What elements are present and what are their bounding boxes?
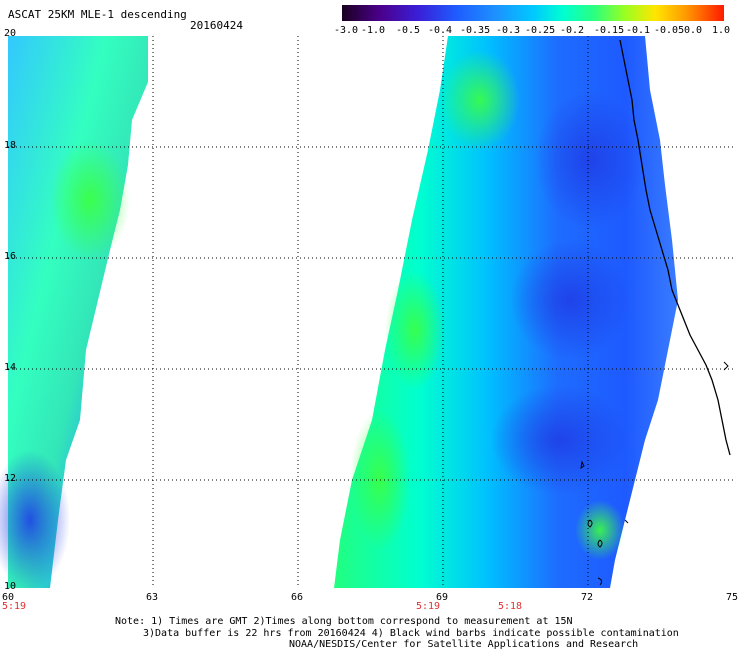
time-label: 5:18 — [498, 601, 523, 612]
island-outlines — [580, 361, 729, 586]
left-swath-green-area — [50, 140, 130, 260]
colorbar-gradient — [342, 5, 724, 21]
colorbar-tick: -0.15 — [594, 25, 625, 36]
lat-label: 16 — [4, 251, 17, 262]
note-line-3: NOAA/NESDIS/Center for Satellite Applica… — [289, 639, 639, 650]
note-line-2: 3)Data buffer is 22 hrs from 20160424 4)… — [143, 628, 679, 639]
left-swath-blue-area — [0, 450, 70, 590]
lon-label: 75 — [726, 592, 739, 603]
time-label: 5:19 — [416, 601, 441, 612]
colorbar — [342, 5, 724, 21]
colorbar-tick: -0.35 — [460, 25, 491, 36]
colorbar-tick: 0.0 — [684, 25, 703, 36]
colorbar-tick: -3.0 — [334, 25, 359, 36]
grid-lines — [8, 36, 734, 588]
right-swath-blue-south — [490, 385, 630, 495]
map-title: ASCAT 25KM MLE-1 descending — [8, 8, 187, 21]
colorbar-tick: -0.25 — [525, 25, 556, 36]
lon-label: 72 — [581, 592, 594, 603]
right-swath-blue-north — [535, 90, 645, 230]
coastline — [619, 39, 731, 456]
colorbar-tick: -0.05 — [654, 25, 685, 36]
colorbar-tick: -0.1 — [626, 25, 651, 36]
right-swath-green-north — [440, 50, 520, 150]
map-date: 20160424 — [190, 19, 243, 32]
right-swath-green-mid — [385, 270, 445, 390]
colorbar-tick: -0.5 — [396, 25, 421, 36]
lat-label: 20 — [4, 28, 17, 39]
colorbar-tick: -0.3 — [496, 25, 521, 36]
colorbar-tick: -0.4 — [428, 25, 453, 36]
lat-label: 12 — [4, 473, 17, 484]
lon-label: 69 — [436, 592, 449, 603]
time-label: 5:19 — [2, 601, 27, 612]
note-line-1: Note: 1) Times are GMT 2)Times along bot… — [115, 616, 573, 627]
lon-label: 60 — [2, 592, 15, 603]
lon-label: 63 — [146, 592, 159, 603]
colorbar-tick: -0.2 — [560, 25, 585, 36]
colorbar-tick: -1.0 — [361, 25, 386, 36]
right-swath-green-coast — [575, 500, 625, 560]
lat-label: 14 — [4, 362, 17, 373]
lat-label: 18 — [4, 140, 17, 151]
lat-label: 10 — [4, 581, 17, 592]
right-swath-blue-mid — [510, 240, 630, 360]
colorbar-tick: 1.0 — [712, 25, 731, 36]
lon-label: 66 — [291, 592, 304, 603]
